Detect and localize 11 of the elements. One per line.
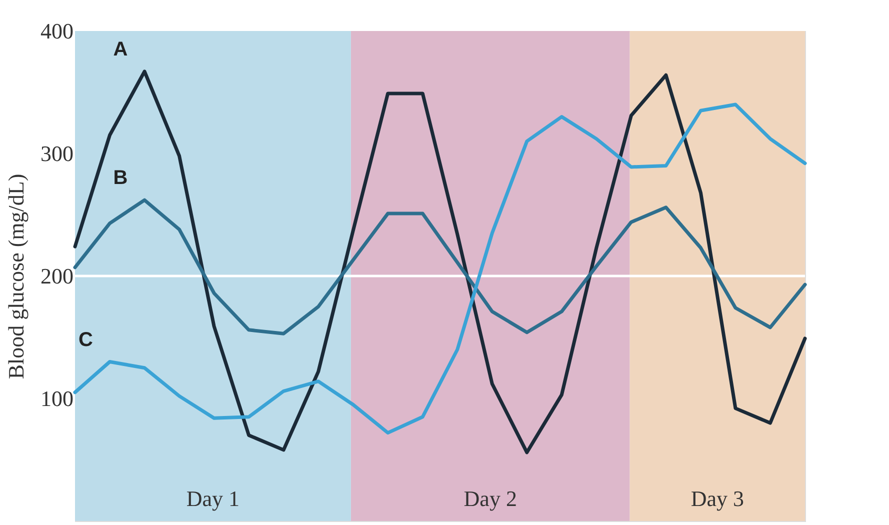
y-tick-label: 300 [40,141,74,166]
series-label: B [113,167,128,190]
y-tick-label: 400 [40,18,74,44]
y-tick-label: 200 [40,264,74,288]
y-tick-label: 100 [40,386,74,411]
annotation: Day 3 [690,486,744,511]
series-label: A [113,38,128,60]
series-label: C [78,328,93,351]
annotation: Day 2 [464,486,517,511]
annotation: Day 1 [186,486,240,511]
y-axis-title: Blood glucose (mg/dL) [4,174,28,380]
